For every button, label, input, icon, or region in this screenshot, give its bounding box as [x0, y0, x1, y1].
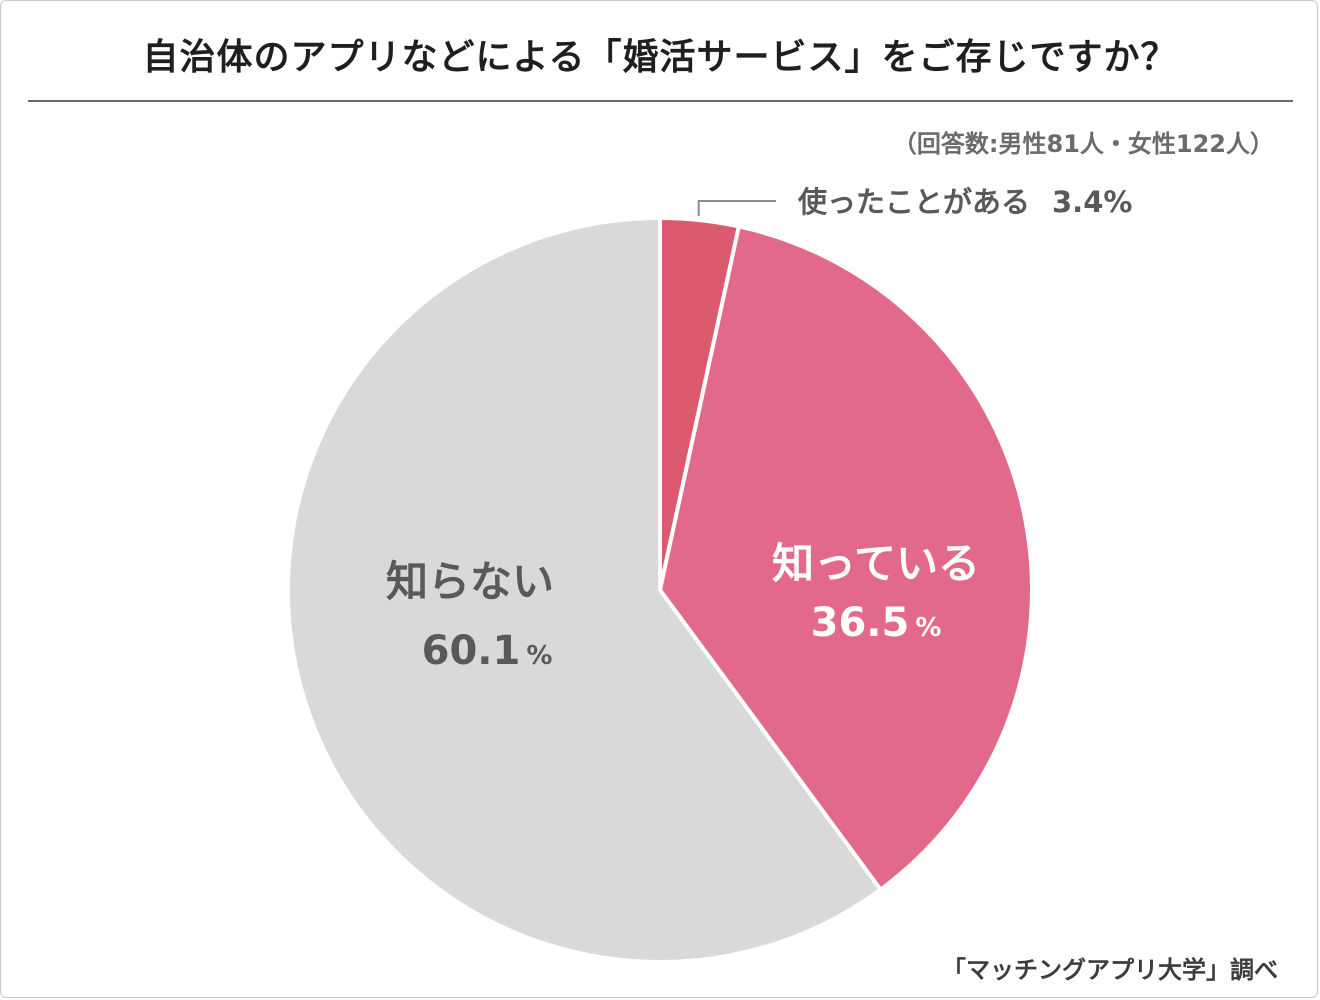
- slice-label: 知らない: [386, 557, 554, 606]
- slice-labels: 使ったことがある 3.4% 知っている 36.5 % 知らない 60.1%: [386, 185, 1132, 674]
- slice-value: 36.5%: [811, 600, 942, 646]
- pie-slice: [658, 224, 1034, 892]
- source-note: 「マッチングアプリ大学」調べ: [942, 956, 1278, 984]
- pie-slices: [286, 216, 1034, 964]
- title-divider: [28, 100, 1293, 102]
- slice-value: 60.1%: [422, 628, 553, 674]
- leader-lines: [697, 200, 776, 217]
- chart-title: 自治体のアプリなどによる「婚活サービス」をご存じですか？: [142, 37, 1178, 78]
- leader-line: [697, 200, 776, 217]
- slice-label: 知っている: [772, 539, 980, 588]
- slice-value: 3.4%: [1052, 185, 1132, 219]
- slice-label: 使ったことがある: [797, 185, 1030, 219]
- respondent-count: （回答数:男性81人・女性122人）: [892, 130, 1274, 158]
- pie-slice: [286, 216, 883, 964]
